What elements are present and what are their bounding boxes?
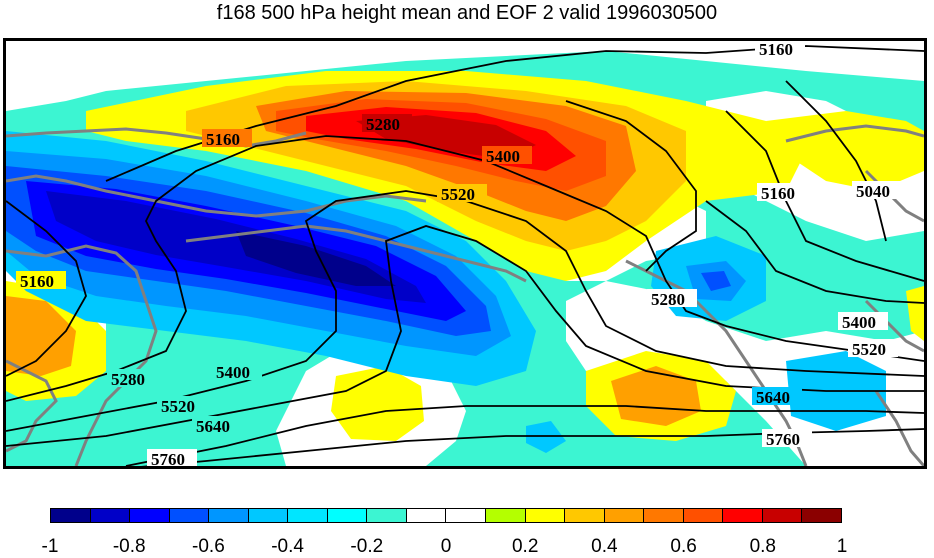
- contour-5160: [565, 100, 697, 272]
- contour-label: 5520: [852, 340, 886, 359]
- contour-label: 5640: [196, 417, 230, 436]
- contour-label: 5760: [151, 450, 185, 466]
- anomaly-negative-region: [526, 421, 566, 453]
- contour-label: 5400: [216, 363, 250, 382]
- colorbar-cell: [327, 509, 368, 522]
- contour-label: 5160: [759, 41, 793, 59]
- contour-label: 5640: [756, 388, 790, 407]
- colorbar-tick-label: -0.8: [112, 536, 146, 557]
- anomaly-negative-region: [236, 231, 396, 286]
- contour-label: 5040: [856, 182, 890, 201]
- contour-labels: 5160 5280 5400 5520 5040 5160 5160 5280 …: [16, 41, 902, 466]
- colorbar-cell: [525, 509, 566, 522]
- colorbar-cell: [644, 509, 684, 522]
- anomaly-positive-region: [906, 286, 924, 341]
- colorbar-tick-label: 0.6: [670, 536, 697, 557]
- contour-5040: [785, 80, 887, 242]
- colorbar-cell: [486, 509, 526, 522]
- colorbar-tick-label: -0.2: [350, 536, 384, 557]
- colorbar-cell: [169, 509, 210, 522]
- anomaly-positive-region: [331, 366, 424, 441]
- colorbar-cell: [209, 509, 249, 522]
- anomaly-positive-region: [766, 111, 924, 191]
- contour-5280: [705, 200, 924, 304]
- colorbar-cell: [288, 509, 328, 522]
- map-title: f168 500 hPa height mean and EOF 2 valid…: [216, 2, 718, 24]
- contour-label: 5160: [20, 272, 54, 291]
- colorbar-cell: [367, 509, 407, 522]
- colorbar-tick-label: 0: [440, 536, 452, 557]
- contour-5280: [6, 135, 924, 402]
- colorbar-tick-label: 0.2: [511, 536, 539, 557]
- colorbar-cell: [802, 509, 841, 522]
- colorbar-cell: [51, 509, 91, 522]
- colorbar-cell: [762, 509, 803, 522]
- contour-label: 5400: [842, 313, 876, 332]
- contour-label: 5280: [366, 115, 400, 134]
- colorbar-tick-label: -0.4: [271, 536, 304, 557]
- anomaly-negative-region: [701, 271, 731, 291]
- contour-label: 5520: [441, 185, 475, 204]
- colorbar-cell: [130, 509, 170, 522]
- contour-5760: [141, 428, 924, 466]
- anomaly-zero-region: [6, 41, 924, 111]
- contour-label: 5520: [161, 397, 195, 416]
- contour-label: 5280: [651, 290, 685, 309]
- contour-label: 5280: [111, 370, 145, 389]
- colorbar-cell: [723, 509, 763, 522]
- colorbar-tick-label: 1: [836, 536, 848, 557]
- contour-5520: [6, 225, 924, 447]
- colorbar-tick-label: 0.8: [749, 536, 777, 557]
- contour-label: 5400: [486, 147, 520, 166]
- colorbar-cell: [90, 509, 131, 522]
- contour-5640: [125, 405, 924, 466]
- colorbar-cell: [565, 509, 605, 522]
- map-plot: 5160 5280 5400 5520 5040 5160 5160 5280 …: [6, 41, 924, 466]
- contour-label: 5160: [206, 130, 240, 149]
- anomaly-positive-region: [6, 296, 76, 376]
- colorbar-cell: [604, 509, 645, 522]
- colorbar-cell: [683, 509, 724, 522]
- colorbar-cell: [406, 509, 447, 522]
- colorbar: [50, 508, 842, 523]
- colorbar-cell: [248, 509, 289, 522]
- contour-5160: [6, 200, 87, 377]
- colorbar-tick-label: -1: [41, 536, 59, 557]
- map-panel: 5160 5280 5400 5520 5040 5160 5160 5280 …: [3, 38, 927, 469]
- contour-label: 5760: [766, 430, 800, 449]
- contour-label: 5160: [761, 184, 795, 203]
- contour-5160: [725, 110, 924, 282]
- colorbar-tick-label: 0.4: [591, 536, 618, 557]
- colorbar-tick-label: -0.6: [192, 536, 225, 557]
- anomaly-positive-region: [611, 366, 701, 426]
- colorbar-cell: [446, 509, 487, 522]
